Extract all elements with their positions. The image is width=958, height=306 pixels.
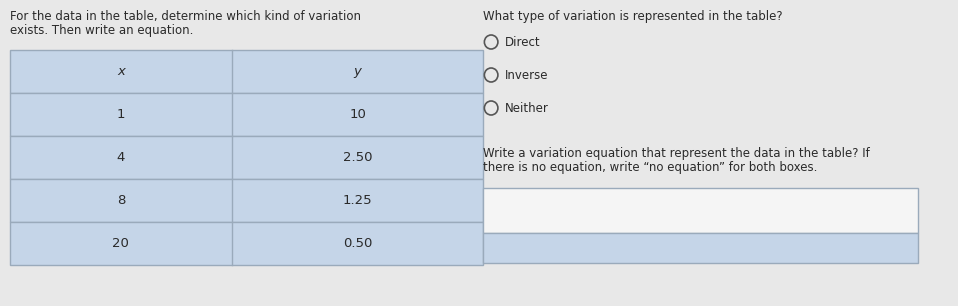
Text: For the data in the table, determine which kind of variation: For the data in the table, determine whi… — [10, 10, 360, 23]
Text: Neither: Neither — [505, 102, 549, 114]
Text: exists. Then write an equation.: exists. Then write an equation. — [10, 24, 194, 37]
Text: 0.50: 0.50 — [343, 237, 373, 250]
Text: Write a variation equation that represent the data in the table? If: Write a variation equation that represen… — [484, 147, 870, 160]
Text: What type of variation is represented in the table?: What type of variation is represented in… — [484, 10, 783, 23]
Text: Inverse: Inverse — [505, 69, 548, 81]
Bar — [10, 93, 484, 136]
Text: 1: 1 — [117, 108, 125, 121]
Text: 1.25: 1.25 — [343, 194, 373, 207]
Text: 4: 4 — [117, 151, 125, 164]
Bar — [10, 136, 484, 179]
Bar — [10, 179, 484, 222]
Text: 20: 20 — [112, 237, 129, 250]
Text: 10: 10 — [350, 108, 366, 121]
Text: x: x — [117, 65, 125, 78]
Bar — [484, 233, 919, 263]
Text: Direct: Direct — [505, 35, 540, 48]
Text: 2.50: 2.50 — [343, 151, 373, 164]
Bar — [10, 50, 484, 93]
Text: y: y — [354, 65, 362, 78]
Text: 8: 8 — [117, 194, 125, 207]
Bar — [484, 188, 919, 233]
Bar — [10, 222, 484, 265]
Text: there is no equation, write “no equation” for both boxes.: there is no equation, write “no equation… — [484, 161, 818, 174]
